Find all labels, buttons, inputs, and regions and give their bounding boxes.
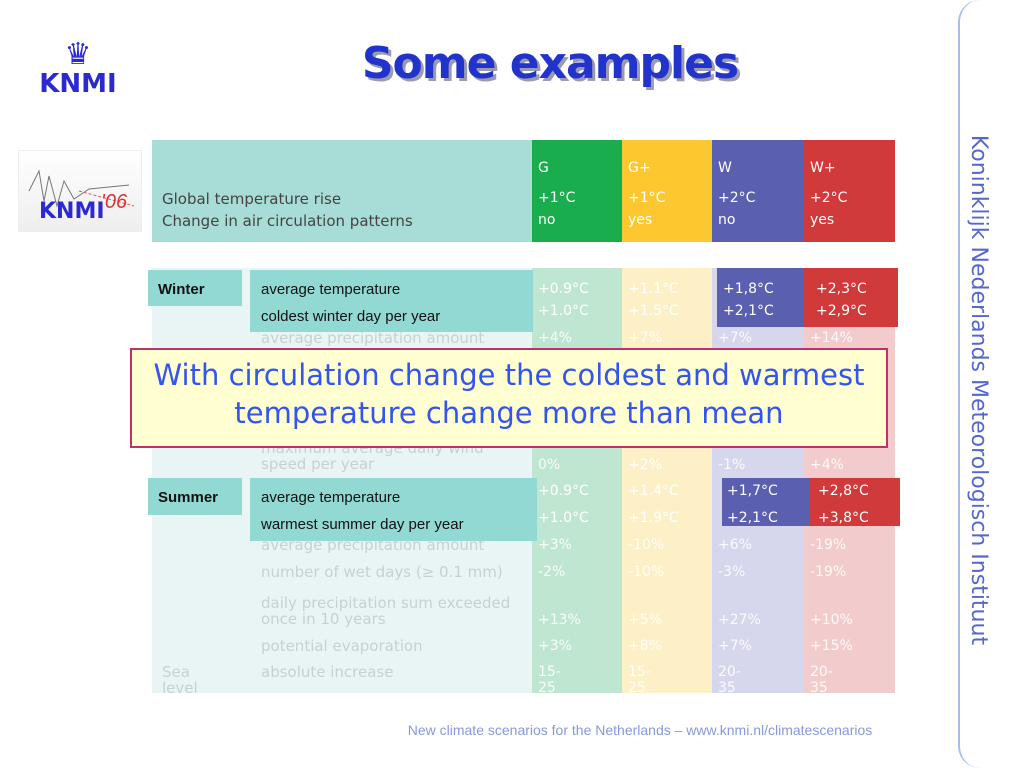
summer-value: +1.0°C [538,510,589,526]
header-col-G: G +1°C no [532,140,622,242]
summer-w-highlight [722,478,810,526]
body-col-G [532,268,622,693]
body-col-G+ [622,268,712,693]
institute-name: Koninklijk Nederlands Meteorologisch Ins… [966,134,991,646]
summer-label: Summer [148,478,242,515]
winter-value: +1.0°C [538,303,589,319]
footer: New climate scenarios for the Netherland… [407,722,873,738]
winter-value: +2,9°C [816,303,867,319]
header-col-W: W +2°C no [712,140,804,242]
page-title: Some examples [361,38,739,89]
header-col-W+: W+ +2°C yes [804,140,895,242]
winter-value: +0.9°C [538,281,589,297]
scenario-logo: KNMI '06 [18,150,142,232]
summer-value: +3,8°C [818,510,869,526]
summer-wplus-highlight [810,478,900,526]
crown-icon: ♛ [64,37,92,72]
callout-box: With circulation change the coldest and … [130,348,888,448]
summer-value: +1,7°C [727,483,778,499]
winter-value: +2,3°C [816,281,867,297]
winter-value: +2,1°C [723,303,774,319]
summer-value: +1.9°C [628,510,679,526]
chart-graphic-icon [28,169,135,208]
decorative-edge [958,0,980,768]
winter-label: Winter [148,270,242,306]
winter-value: +1.1°C [628,281,679,297]
winter-wplus-highlight [804,268,898,327]
summer-value: +1.4°C [628,483,679,499]
winter-value: +1.5°C [628,303,679,319]
winter-description: average temperature coldest winter day p… [250,270,533,332]
summer-value: +0.9°C [538,483,589,499]
winter-value: +1,8°C [723,281,774,297]
knmi-logo: ♛ KNMI [39,37,117,99]
winter-w-highlight [717,268,804,327]
summer-value: +2,1°C [727,510,778,526]
table-header: Global temperature rise Change in air ci… [152,140,532,242]
summer-description: average temperature warmest summer day p… [250,478,537,541]
header-col-G+: G+ +1°C yes [622,140,712,242]
summer-value: +2,8°C [818,483,869,499]
